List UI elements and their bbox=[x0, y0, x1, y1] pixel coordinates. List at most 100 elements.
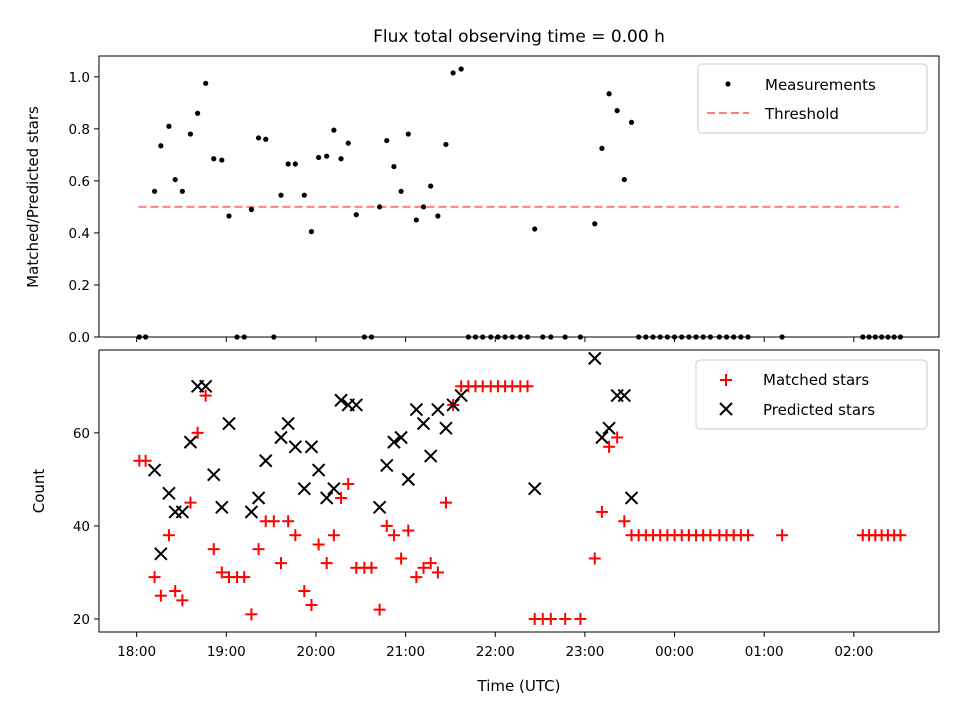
top-y-tick-label: 0.6 bbox=[69, 174, 90, 190]
bottom-x-ticks: 18:00 19:00 20:00 21:00 22:00 23:00 00:00 01:00… bbox=[117, 632, 873, 660]
top-legend-box bbox=[697, 63, 928, 134]
measurement-point bbox=[435, 213, 441, 219]
predicted-star-marker bbox=[319, 491, 334, 505]
matched-star-marker bbox=[289, 529, 302, 542]
predicted-star-marker bbox=[288, 440, 303, 454]
measurement-point bbox=[443, 141, 449, 148]
predicted-star-marker bbox=[162, 486, 176, 501]
x-tick-label: 21:00 bbox=[386, 644, 425, 660]
matched-star-marker bbox=[410, 571, 423, 584]
predicted-star-marker bbox=[454, 388, 468, 403]
matched-star-marker bbox=[184, 496, 197, 509]
matched-star-marker bbox=[742, 529, 755, 542]
measurement-point bbox=[592, 221, 598, 227]
predicted-star-marker bbox=[527, 481, 542, 496]
matched-star-marker bbox=[199, 389, 212, 402]
legend-threshold-label: Threshold bbox=[764, 105, 839, 123]
measurement-point bbox=[384, 137, 390, 144]
measurement-point bbox=[376, 204, 383, 210]
matched-star-marker bbox=[298, 585, 311, 598]
matched-star-marker bbox=[611, 431, 624, 444]
legend-matched-label: Matched stars bbox=[763, 371, 869, 389]
matched-star-marker bbox=[618, 515, 631, 528]
predicted-star-marker bbox=[387, 435, 401, 449]
measurement-point bbox=[420, 204, 427, 210]
matched-star-marker bbox=[365, 561, 378, 574]
measurement-point bbox=[606, 91, 612, 97]
matched-star-marker bbox=[380, 519, 393, 532]
predicted-star-marker bbox=[297, 481, 312, 496]
top-y-tick-label: 0.8 bbox=[69, 122, 90, 138]
measurement-point bbox=[488, 334, 494, 340]
measurement-point bbox=[353, 212, 359, 218]
predicted-star-marker bbox=[380, 458, 394, 473]
measurement-point bbox=[166, 123, 172, 129]
measurement-point bbox=[657, 334, 663, 340]
measurement-point bbox=[361, 334, 367, 340]
bottom-legend-box bbox=[695, 359, 928, 430]
matched-star-marker bbox=[521, 380, 534, 393]
bottom-y-tick-label: 20 bbox=[73, 612, 90, 628]
predicted-star-marker bbox=[602, 421, 616, 435]
top-y-tick-label: 0.0 bbox=[69, 330, 90, 346]
top-panel: 0.0 0.2 0.4 0.6 0.8 1.0 Matched/Predicted sta… bbox=[24, 55, 940, 346]
measurement-point bbox=[540, 334, 546, 340]
matched-star-marker bbox=[387, 529, 400, 542]
measurement-point bbox=[650, 334, 656, 340]
measurement-point bbox=[472, 334, 479, 340]
measurement-point bbox=[679, 334, 685, 340]
predicted-star-marker bbox=[624, 491, 639, 505]
measurement-point bbox=[324, 153, 330, 159]
top-legend: Measurements Threshold bbox=[697, 63, 928, 134]
predicted-star-marker bbox=[372, 500, 387, 514]
predicted-star-marker bbox=[439, 421, 453, 435]
measurement-point bbox=[897, 334, 904, 340]
predicted-star-marker bbox=[349, 398, 363, 412]
bottom-legend: Matched stars Predicted stars bbox=[695, 359, 928, 430]
matched-star-marker bbox=[603, 440, 616, 453]
matched-star-marker bbox=[305, 599, 318, 612]
legend-matched-marker bbox=[720, 374, 732, 386]
measurement-point bbox=[664, 334, 670, 340]
measurement-point bbox=[628, 119, 635, 125]
top-y-tick-label: 0.4 bbox=[69, 226, 90, 242]
x-axis-label: Time (UTC) bbox=[477, 677, 561, 695]
measurement-point bbox=[517, 334, 523, 340]
predicted-star-marker bbox=[311, 463, 326, 477]
measurement-point bbox=[172, 176, 178, 183]
measurement-point bbox=[562, 334, 568, 340]
measurement-point bbox=[509, 334, 515, 340]
measurement-point bbox=[716, 334, 722, 340]
matched-star-marker bbox=[776, 529, 789, 542]
matched-star-marker bbox=[267, 515, 280, 528]
matched-star-marker bbox=[894, 529, 907, 542]
matched-star-marker bbox=[169, 585, 182, 598]
measurement-point bbox=[879, 334, 885, 340]
matched-star-marker bbox=[439, 496, 452, 509]
predicted-star-marker bbox=[327, 481, 341, 496]
measurement-point bbox=[187, 131, 194, 137]
predicted-star-marker bbox=[595, 430, 609, 445]
predicted-star-marker bbox=[215, 500, 229, 514]
x-tick-label: 23:00 bbox=[565, 644, 604, 660]
measurement-point bbox=[599, 145, 605, 151]
matched-star-marker bbox=[207, 543, 220, 556]
x-tick-label: 22:00 bbox=[476, 644, 515, 660]
measurement-point bbox=[331, 127, 337, 133]
bottom-panel: 20 40 60 18:00 19:00 20:00 21:00 22:00 23:00 00:… bbox=[30, 349, 940, 695]
measurement-point bbox=[226, 213, 232, 219]
measurement-point bbox=[241, 334, 247, 340]
matched-star-marker bbox=[191, 426, 204, 439]
top-y-ticks: 0.0 0.2 0.4 0.6 0.8 1.0 bbox=[69, 70, 99, 346]
chart-title: Flux total observing time = 0.00 h bbox=[373, 27, 665, 47]
legend-measurements-label: Measurements bbox=[765, 76, 876, 94]
matched-star-marker bbox=[245, 608, 258, 621]
measurement-point bbox=[450, 70, 456, 76]
measurement-point bbox=[301, 192, 307, 198]
measurement-point bbox=[263, 136, 269, 142]
measurement-point bbox=[143, 334, 149, 340]
measurement-point bbox=[480, 334, 486, 340]
measurement-point bbox=[860, 334, 866, 340]
measurement-point bbox=[398, 188, 404, 194]
